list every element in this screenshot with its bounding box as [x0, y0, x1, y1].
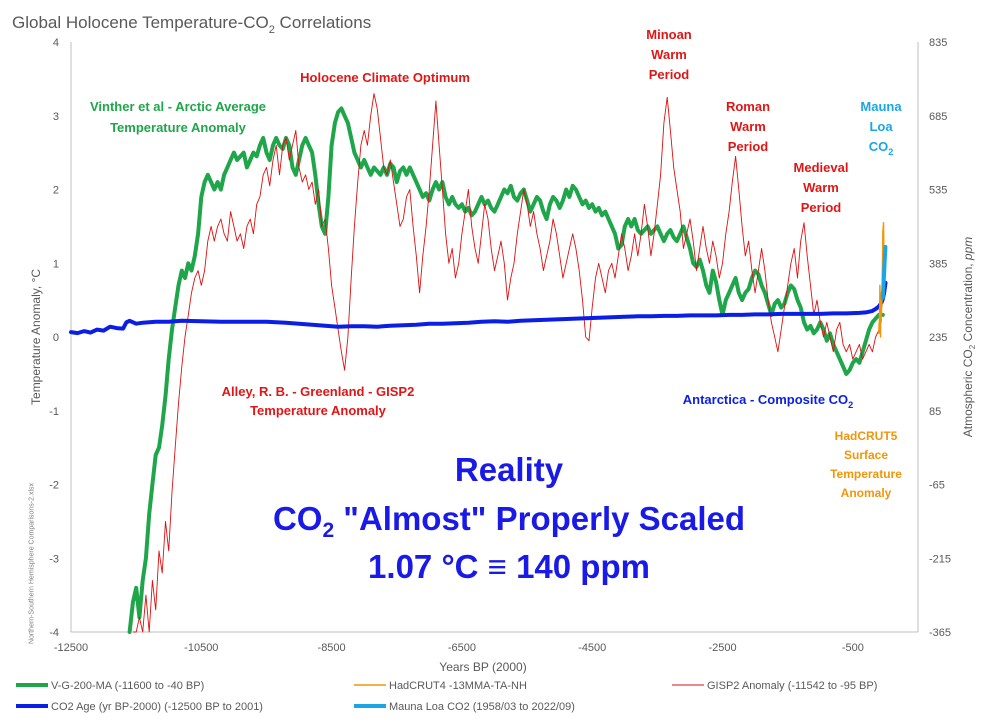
y-tick-label: -2 [49, 480, 59, 492]
chart-title: Global Holocene Temperature-CO2 Correlat… [12, 13, 371, 36]
annotation-line: Vinther et al - Arctic Average [90, 99, 266, 114]
annotation-line: Temperature Anomaly [250, 403, 387, 418]
series-line-3 [69, 280, 888, 336]
y-tick-label: -4 [49, 627, 59, 639]
legend-label: V-G-200-MA (-11600 to -40 BP) [51, 680, 204, 692]
annotation-line: CO2 [869, 139, 894, 157]
annotation-line: Warm [803, 180, 839, 195]
x-tick-label: -6500 [448, 642, 476, 654]
legend-label: Mauna Loa CO2 (1958/03 to 2022/09) [389, 701, 575, 713]
x-tick-label: -10500 [184, 642, 218, 654]
legend: V-G-200-MA (-11600 to -40 BP) HadCRUT4 -1… [16, 680, 877, 713]
y2-tick-label: 385 [929, 258, 947, 270]
annotation-holocene: Holocene Climate Optimum [300, 70, 470, 85]
annotation-mauna: Mauna Loa CO2 [860, 99, 902, 157]
y2-tick-label: 535 [929, 185, 947, 197]
headline-reality: Reality [455, 451, 564, 488]
series-line-4 [880, 245, 888, 300]
y-tick-labels: -4 -3 -2 -1 0 1 2 3 4 [49, 37, 59, 639]
series-lines [69, 93, 888, 634]
x-tick-label: -12500 [54, 642, 88, 654]
annotation-line: Temperature Anomaly [110, 120, 247, 135]
x-tick-label: -2500 [708, 642, 736, 654]
series-line-2 [132, 93, 880, 633]
y-axis-label: Temperature Anomaly, °C [29, 269, 43, 405]
annotation-line: HadCRUT5 [835, 429, 898, 443]
y-tick-label: 3 [53, 111, 59, 123]
y-tick-label: -3 [49, 553, 59, 565]
annotation-line: Warm [651, 47, 687, 62]
series-line-0 [127, 106, 885, 634]
legend-label: GISP2 Anomaly (-11542 to -95 BP) [707, 680, 877, 692]
annotation-line: Mauna [860, 99, 902, 114]
y2-tick-label: -215 [929, 553, 951, 565]
y2-axis-label: Atmospheric CO2 Concentration, ppm [961, 237, 977, 438]
annotation-roman: Roman Warm Period [726, 99, 770, 154]
x-tick-labels: -12500 -10500 -8500 -6500 -4500 -2500 -500 [54, 642, 864, 654]
axes [70, 42, 919, 633]
annotation-antarctica: Antarctica - Composite CO2 [683, 392, 853, 410]
legend-item-4: Mauna Loa CO2 (1958/03 to 2022/09) [354, 701, 575, 713]
annotation-line: Alley, R. B. - Greenland - GISP2 [222, 384, 415, 399]
y2-tick-label: 835 [929, 37, 947, 49]
annotation-line: Period [728, 139, 769, 154]
legend-item-1: HadCRUT4 -13MMA-TA-NH [354, 680, 527, 692]
y2-tick-label: -365 [929, 627, 951, 639]
annotation-minoan: Minoan Warm Period [646, 27, 692, 82]
legend-label: HadCRUT4 -13MMA-TA-NH [389, 680, 527, 692]
y-tick-label: 2 [53, 185, 59, 197]
annotation-line: Surface [844, 448, 888, 462]
annotation-alley: Alley, R. B. - Greenland - GISP2 Temperat… [222, 384, 415, 418]
annotation-hadcrut5: HadCRUT5 Surface Temperature Anomaly [830, 429, 902, 500]
annotation-medieval: Medieval Warm Period [794, 160, 849, 215]
y2-tick-labels: -365 -215 -65 85 235 385 535 685 835 [929, 37, 951, 639]
y-tick-label: 4 [53, 37, 59, 49]
x-tick-label: -4500 [578, 642, 606, 654]
annotation-line: Roman [726, 99, 770, 114]
y2-tick-label: 685 [929, 111, 947, 123]
y-tick-label: -1 [49, 406, 59, 418]
x-axis-label: Years BP (2000) [439, 660, 526, 674]
annotation-vinther: Vinther et al - Arctic Average Temperatur… [90, 99, 266, 135]
annotation-line: Medieval [794, 160, 849, 175]
annotations: Vinther et al - Arctic Average Temperatur… [90, 27, 902, 500]
annotation-line: Warm [730, 119, 766, 134]
y2-tick-label: 85 [929, 406, 941, 418]
y-tick-label: 0 [53, 332, 59, 344]
annotation-line: Holocene Climate Optimum [300, 70, 470, 85]
headline-equivalence: 1.07 °C ≡ 140 ppm [368, 548, 650, 585]
annotation-line: Period [801, 200, 842, 215]
y-tick-label: 1 [53, 258, 59, 270]
annotation-line: Anomaly [841, 486, 892, 500]
legend-item-0: V-G-200-MA (-11600 to -40 BP) [16, 680, 204, 692]
legend-item-3: CO2 Age (yr BP-2000) (-12500 BP to 2001) [16, 701, 263, 713]
annotation-line: Loa [869, 119, 893, 134]
legend-label: CO2 Age (yr BP-2000) (-12500 BP to 2001) [51, 701, 263, 713]
side-note: Northern-Southern Hemisphere Comparisons… [28, 482, 36, 645]
annotation-line: Period [649, 67, 690, 82]
annotation-line: Minoan [646, 27, 692, 42]
legend-item-2: GISP2 Anomaly (-11542 to -95 BP) [672, 680, 877, 692]
series-line-1 [878, 221, 885, 338]
annotation-line: Antarctica - Composite CO2 [683, 392, 853, 410]
x-tick-label: -8500 [318, 642, 346, 654]
x-tick-label: -500 [842, 642, 864, 654]
y2-tick-label: -65 [929, 480, 945, 492]
headline-scaled: CO2 "Almost" Properly Scaled [273, 500, 745, 542]
headline: Reality CO2 "Almost" Properly Scaled 1.0… [273, 451, 745, 585]
annotation-line: Temperature [830, 467, 902, 481]
y2-tick-label: 235 [929, 332, 947, 344]
